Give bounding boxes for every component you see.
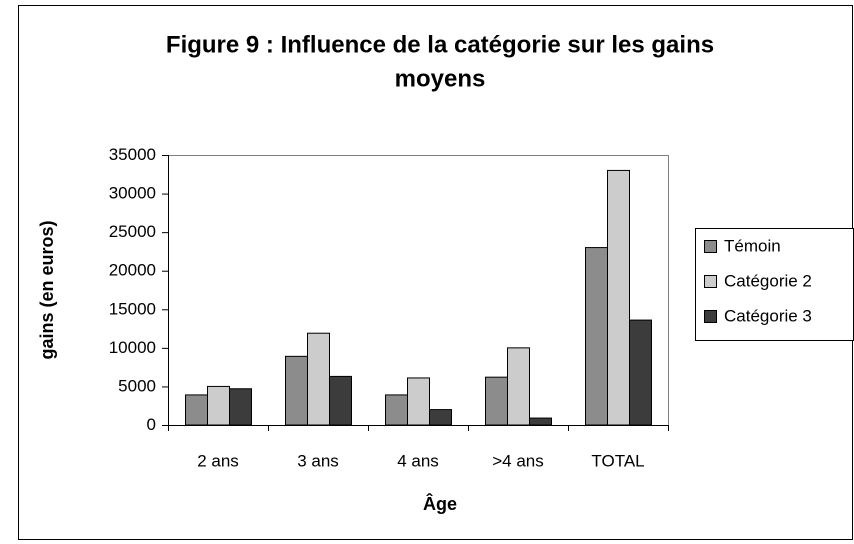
legend — [695, 228, 854, 341]
y-tick-label: 20000 — [109, 261, 156, 280]
y-tick-label: 25000 — [109, 222, 156, 241]
x-tick-label: 2 ans — [197, 451, 239, 470]
y-axis-label: gains (en euros) — [37, 220, 57, 359]
bar — [407, 377, 430, 426]
bar — [607, 169, 630, 426]
legend-swatch — [704, 310, 717, 323]
legend-label: Catégorie 2 — [724, 271, 812, 290]
legend-label: Catégorie 3 — [724, 306, 812, 325]
y-tick-label: 30000 — [109, 184, 156, 203]
legend-swatch — [704, 275, 717, 288]
bar — [329, 375, 352, 426]
bar — [629, 319, 652, 426]
x-axis-label: Âge — [423, 493, 457, 514]
y-tick-label: 0 — [147, 415, 156, 434]
x-tick-label: TOTAL — [591, 451, 644, 470]
x-tick-label: 4 ans — [397, 451, 439, 470]
bar — [185, 394, 208, 426]
x-tick-label: >4 ans — [492, 451, 544, 470]
bar — [485, 376, 508, 426]
y-tick-label: 10000 — [109, 338, 156, 357]
y-tick-label: 5000 — [118, 376, 156, 395]
chart-title: Figure 9 : Influence de la catégorie sur… — [166, 31, 714, 58]
bar — [307, 332, 330, 426]
bar — [285, 355, 308, 426]
x-tick-label: 3 ans — [297, 451, 339, 470]
bar — [507, 347, 530, 426]
y-tick-label: 35000 — [109, 145, 156, 164]
bar — [429, 409, 452, 426]
bar — [385, 394, 408, 426]
chart-title-line2: moyens — [395, 65, 486, 92]
legend-swatch — [704, 240, 717, 253]
bar — [229, 388, 252, 426]
bar — [585, 247, 608, 426]
bar — [207, 385, 230, 426]
bar — [529, 417, 552, 426]
y-tick-label: 15000 — [109, 299, 156, 318]
legend-label: Témoin — [724, 236, 781, 255]
